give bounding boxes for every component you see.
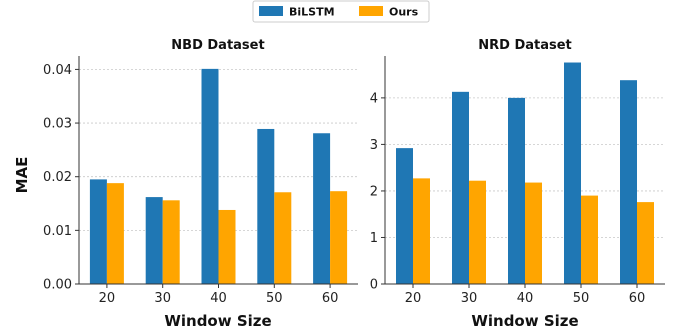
bar-ours-50 [274,192,292,284]
y-tick-label: 0.01 [43,224,72,239]
bars [396,62,654,285]
bar-bilstm-30 [452,91,469,284]
bar-ours-20 [106,183,124,284]
bar-bilstm-50 [564,62,581,285]
x-tick-label: 60 [629,291,646,306]
bar-ours-30 [469,180,486,284]
x-tick-label: 40 [210,291,227,306]
bar-bilstm-60 [620,80,637,284]
y-tick-label: 4 [370,91,378,106]
bar-bilstm-20 [89,179,107,284]
legend-label-ours: Ours [389,6,419,19]
y-tick-label: 0 [370,278,378,293]
bar-ours-20 [413,178,430,284]
x-tick-label: 30 [461,291,478,306]
legend-frame [252,0,430,23]
x-ticks: 20 30 40 50 60 [99,284,339,306]
panel-title: NRD Dataset [478,38,572,53]
y-tick-label: 0.03 [43,117,72,132]
bar-ours-50 [581,195,598,284]
x-tick-label: 50 [573,291,590,306]
y-tick-label: 0.02 [43,170,72,185]
legend-swatch-ours [359,6,383,16]
bar-bilstm-40 [508,97,525,284]
x-tick-label: 60 [322,291,339,306]
legend: BiLSTM Ours [252,0,430,23]
bar-bilstm-50 [257,128,275,284]
bar-bilstm-60 [313,133,331,284]
bar-ours-40 [218,209,236,284]
bar-ours-60 [330,191,348,284]
y-tick-label: 2 [370,184,378,199]
y-axis-label: MAE [13,157,31,194]
panel-title: NBD Dataset [171,38,264,53]
y-ticks: 0 1 2 3 4 [370,91,385,293]
bar-ours-30 [162,200,180,284]
x-tick-label: 30 [154,291,171,306]
x-axis-label: Window Size [164,312,271,330]
legend-label-bilstm: BiLSTM [289,6,335,19]
panel-nbd: NBD Dataset 0.00 0.01 0.02 0.03 0.04 20 30 40 5… [13,38,358,330]
y-tick-label: 1 [370,231,378,246]
legend-swatch-bilstm [259,6,283,16]
y-tick-label: 3 [370,138,378,153]
x-tick-label: 20 [405,291,422,306]
y-tick-label: 0.04 [43,63,72,78]
y-tick-label: 0.00 [43,278,72,293]
bar-bilstm-40 [201,68,219,284]
x-tick-label: 40 [517,291,534,306]
x-ticks: 20 30 40 50 60 [405,284,646,306]
bar-ours-60 [637,202,654,284]
x-tick-label: 50 [266,291,283,306]
bars [89,68,348,284]
y-ticks: 0.00 0.01 0.02 0.03 0.04 [43,63,79,293]
x-tick-label: 20 [99,291,116,306]
gridlines [79,69,358,231]
panel-nrd: NRD Dataset 0 1 2 3 4 20 30 40 50 60 Window Size [370,38,665,330]
bar-ours-40 [525,182,542,284]
x-axis-label: Window Size [471,312,578,330]
bar-bilstm-30 [145,197,163,284]
bar-bilstm-20 [396,148,413,284]
